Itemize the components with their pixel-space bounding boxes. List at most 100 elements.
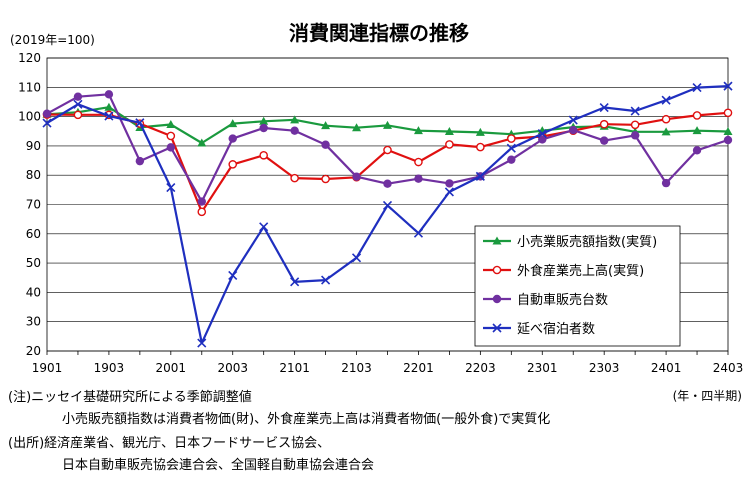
series-4-point xyxy=(568,115,578,125)
series-1-point xyxy=(383,120,392,129)
series-2-point xyxy=(599,119,609,129)
legend-label-4: 延べ宿泊者数 xyxy=(517,321,595,337)
legend-box xyxy=(474,225,681,347)
series-4-point xyxy=(290,277,300,287)
x-tick-label: 2003 xyxy=(217,361,248,375)
series-3-point xyxy=(630,131,640,140)
series-3-point xyxy=(538,135,547,144)
series-1-point xyxy=(104,102,114,111)
series-2-point xyxy=(259,150,268,160)
series-3-point xyxy=(383,179,392,188)
series-3-point xyxy=(135,156,145,166)
y-tick-label: 40 xyxy=(26,285,41,299)
series-4-point xyxy=(661,95,671,105)
series-3-point xyxy=(414,174,423,183)
series-4-point xyxy=(382,200,393,210)
series-1-point xyxy=(444,127,454,136)
legend-marker-3 xyxy=(492,294,502,304)
series-4-point xyxy=(723,81,733,91)
y-tick-label: 20 xyxy=(26,344,41,358)
series-3-point xyxy=(42,109,52,118)
y-tick-label: 80 xyxy=(26,168,41,182)
y-tick-label: 60 xyxy=(26,227,41,241)
series-2-point xyxy=(321,174,330,184)
series-3-point xyxy=(166,143,176,152)
series-2-point xyxy=(445,140,454,149)
series-4-point xyxy=(413,228,424,238)
series-2-point xyxy=(414,157,423,167)
source-line-1: (出所)経済産業省、観光庁、日本フードサービス協会、 xyxy=(8,436,331,451)
note-line-1: (注)ニッセイ基礎研究所による季節調整値 xyxy=(8,390,252,405)
series-1-point xyxy=(723,127,733,136)
x-tick-label: 1901 xyxy=(32,361,63,375)
series-4-point xyxy=(692,83,702,93)
series-1-point xyxy=(166,120,176,129)
series-4-point xyxy=(135,118,145,128)
series-3-point xyxy=(692,146,702,155)
series-2-point xyxy=(197,207,207,217)
y-tick-label: 50 xyxy=(26,256,41,270)
x-tick-label: 2103 xyxy=(341,361,372,375)
series-1-point xyxy=(259,116,269,125)
note-line-2: 小売販売額指数は消費者物価(財)、外食産業売上高は消費者物価(一般外食)で実質化 xyxy=(62,412,551,427)
series-3-point xyxy=(321,140,330,149)
x-tick-label: 2401 xyxy=(651,361,682,375)
series-2-point xyxy=(73,110,83,120)
series-2-point xyxy=(630,120,640,130)
series-1-point xyxy=(413,126,423,135)
legend-marker-4 xyxy=(492,323,502,333)
series-1-point xyxy=(228,119,238,128)
series-4-point xyxy=(475,171,485,181)
series-3-point xyxy=(723,135,733,145)
series-1-point xyxy=(352,123,362,132)
legend-label-2: 外食産業売上高(実質) xyxy=(517,263,644,279)
series-2-point xyxy=(692,111,702,120)
x-tick-label: 2203 xyxy=(465,361,496,375)
series-4-point xyxy=(228,270,238,280)
series-2-point xyxy=(166,131,176,141)
series-4-point xyxy=(537,129,547,139)
series-1-point xyxy=(475,127,485,136)
series-4-point xyxy=(506,143,516,153)
series-3-point xyxy=(104,90,114,99)
y-tick-label: 110 xyxy=(18,80,41,94)
legend-label-3: 自動車販売台数 xyxy=(517,292,608,308)
series-4-point xyxy=(259,222,269,232)
series-2-point xyxy=(723,108,733,118)
series-1-point xyxy=(661,127,671,136)
series-1-point xyxy=(692,126,702,135)
series-3-point xyxy=(661,178,671,188)
series-1-point xyxy=(321,121,331,130)
series-4-point xyxy=(42,118,52,128)
period-label: (年・四半期) xyxy=(673,389,742,403)
series-3-point xyxy=(197,197,206,206)
x-tick-label: 2001 xyxy=(156,361,187,375)
series-4-point xyxy=(630,106,640,116)
series-2-point xyxy=(661,114,671,124)
y-tick-label: 90 xyxy=(26,139,41,153)
source-line-2: 日本自動車販売協会連合会、全国軽自動車協会連合会 xyxy=(62,458,375,473)
series-3-point xyxy=(73,92,83,101)
x-tick-label: 2201 xyxy=(403,361,434,375)
series-3-point xyxy=(259,123,268,133)
series-4-point xyxy=(599,102,609,113)
series-1-point xyxy=(197,138,207,147)
series-4-point xyxy=(321,275,331,285)
x-tick-label: 2301 xyxy=(527,361,558,375)
legend-label-1: 小売業販売額指数(実質) xyxy=(517,234,657,250)
x-tick-label: 2101 xyxy=(279,361,310,375)
y-tick-label: 30 xyxy=(26,315,41,329)
series-2-point xyxy=(507,134,516,143)
series-3-point xyxy=(569,125,578,135)
series-4-point xyxy=(104,111,114,121)
y-tick-label: 100 xyxy=(18,110,41,124)
series-4-point xyxy=(444,187,454,197)
series-3-point xyxy=(290,126,299,135)
x-tick-label: 1903 xyxy=(94,361,125,375)
unit-label: (2019年=100) xyxy=(10,33,95,47)
series-2-point xyxy=(383,145,392,155)
legend-marker-2 xyxy=(492,265,502,275)
chart-title: 消費関連指標の推移 xyxy=(289,21,469,45)
series-lines xyxy=(42,81,733,348)
